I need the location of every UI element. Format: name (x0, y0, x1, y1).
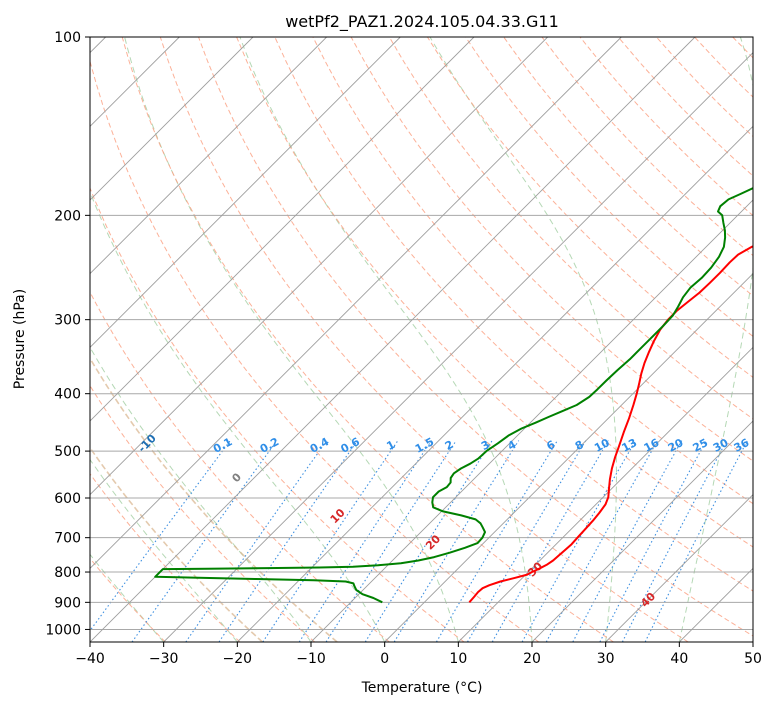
y-tick-label: 800 (54, 565, 81, 581)
isotherm-line (90, 37, 327, 275)
isotherm-line (90, 37, 548, 496)
x-tick-label: 30 (597, 651, 615, 667)
dry-adiabat-line (426, 37, 753, 378)
dry-adiabat-line (350, 37, 753, 462)
isotherm-line (605, 494, 753, 642)
isotherm-line (90, 37, 696, 642)
isotherm-line (90, 37, 401, 348)
mixing-ratio-line (262, 440, 399, 642)
isotherm-line (237, 125, 753, 642)
isotherm-line (90, 37, 622, 569)
temperature-profile (468, 245, 753, 603)
isotherm-line (531, 420, 753, 642)
dry-adiabat-line (90, 557, 166, 642)
isotherms (90, 37, 753, 642)
moist-adiabat-line (90, 458, 238, 642)
mixing-ratio-line (521, 440, 637, 642)
mixing-ratio-line (491, 440, 609, 642)
mixing-ratio-lines (90, 440, 748, 642)
mixing-ratio-line (298, 440, 432, 642)
dry-adiabat-line (90, 59, 540, 642)
mixing-ratio-line (545, 440, 659, 642)
profile-series (154, 186, 753, 604)
isotherm-line (458, 346, 753, 642)
moist-adiabat-line (429, 37, 617, 642)
y-axis-ticks: 100 200 300 400 500 600 700 800 900 1000 (45, 30, 90, 638)
moist-adiabat-line (678, 37, 753, 642)
y-tick-label: 700 (54, 531, 81, 547)
dry-adiabat-line (503, 37, 753, 297)
x-tick-label: 50 (744, 651, 762, 667)
dewpoint-profile (154, 186, 753, 604)
y-tick-label: 400 (54, 387, 81, 403)
moist-adiabat-line (90, 553, 165, 642)
mixing-ratio-label: 25 (691, 436, 711, 455)
moist-adiabats (90, 37, 753, 642)
plot-area (90, 37, 753, 642)
moist-adiabat-line (90, 190, 386, 642)
dry-adiabat-line (198, 37, 753, 637)
mixing-ratio-line (572, 440, 683, 642)
mixing-ratio-line (364, 440, 493, 642)
y-tick-label: 200 (54, 208, 81, 224)
y-axis-label: Pressure (hPa) (12, 289, 28, 389)
y-tick-label: 600 (54, 491, 81, 507)
dry-adiabat-line (90, 472, 241, 642)
x-tick-label: −20 (223, 651, 253, 667)
mixing-ratio-label: 20 (666, 436, 686, 455)
mixing-ratio-label: 16 (642, 436, 662, 455)
chart-title: wetPf2_PAZ1.2024.105.04.33.G11 (285, 12, 559, 32)
dry-adiabat-line (121, 37, 614, 642)
dry-adiabat-line (90, 186, 465, 642)
dry-adiabat-line (274, 37, 753, 548)
moist-adiabat-line (124, 37, 459, 642)
mixing-ratio-line (435, 440, 558, 642)
y-tick-label: 1000 (45, 622, 81, 638)
x-tick-label: −30 (149, 651, 179, 667)
isotherm-line (90, 37, 475, 422)
dry-adiabat-line (236, 37, 753, 592)
mixing-ratio-line (90, 440, 231, 632)
y-tick-label: 900 (54, 595, 81, 611)
isotherm-line (90, 37, 254, 201)
mixing-ratio-label: 10 (592, 436, 612, 455)
isotherm-line (384, 273, 753, 642)
mixing-ratio-line (131, 440, 278, 642)
x-tick-label: 0 (380, 651, 389, 667)
dry-adiabat-line (159, 37, 689, 642)
x-axis-label: Temperature (°C) (361, 680, 483, 696)
dry-adiabat-line (90, 384, 316, 642)
mixing-ratio-line (644, 440, 748, 642)
y-tick-label: 500 (54, 444, 81, 460)
isobars (90, 37, 753, 630)
mixing-ratio-line (185, 440, 328, 642)
moist-adiabat-line (239, 37, 533, 642)
isotherm-line (310, 199, 753, 642)
mixing-ratio-label: 30 (711, 436, 731, 455)
dry-adiabat-line (90, 291, 390, 642)
x-tick-label: 10 (449, 651, 467, 667)
y-tick-label: 300 (54, 313, 81, 329)
x-tick-label: −40 (75, 651, 105, 667)
dry-adiabat-highlight (90, 446, 263, 642)
mixing-ratio-label: 13 (620, 436, 640, 455)
x-tick-label: 20 (523, 651, 541, 667)
mixing-ratio-label: 36 (732, 436, 752, 455)
x-axis-ticks: −40 −30 −20 −10 0 10 20 30 40 50 (75, 642, 762, 667)
mixing-ratio-line (325, 440, 457, 642)
mixing-ratio-line (467, 440, 587, 642)
y-tick-label: 100 (54, 30, 81, 46)
isotherm-line (163, 52, 753, 642)
dry-adiabat-highlight (90, 356, 338, 642)
x-tick-label: −10 (296, 651, 326, 667)
plot-frame (89, 36, 754, 643)
dry-adiabats (90, 37, 753, 642)
x-tick-label: 40 (670, 651, 688, 667)
